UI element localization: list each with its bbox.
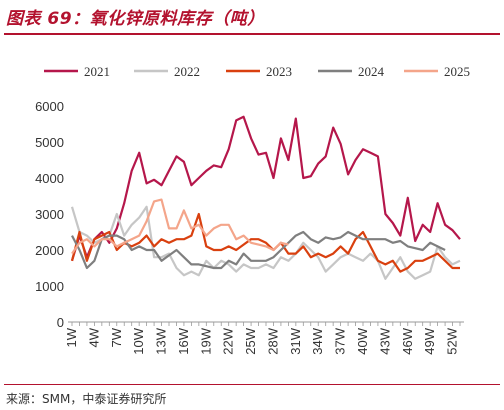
legend-label-2023: 2023 xyxy=(266,64,292,79)
x-tick-label: 46W xyxy=(400,327,415,354)
x-tick-label: 49W xyxy=(422,327,437,354)
series-layer xyxy=(70,115,461,280)
x-tick-label: 7W xyxy=(109,327,124,347)
x-tick-label: 10W xyxy=(131,327,146,354)
legend-label-2024: 2024 xyxy=(358,64,385,79)
x-tick-label: 16W xyxy=(176,327,191,354)
legend-label-2021: 2021 xyxy=(84,64,110,79)
x-tick-label: 40W xyxy=(355,327,370,354)
title-divider xyxy=(4,33,500,35)
y-tick-label: 0 xyxy=(57,315,64,330)
y-tick-label: 5000 xyxy=(35,135,64,150)
x-tick-label: 28W xyxy=(265,327,280,354)
x-tick-label: 43W xyxy=(377,327,392,354)
x-tick-label: 52W xyxy=(445,327,460,354)
x-tick-label: 37W xyxy=(333,327,348,354)
series-line-2024 xyxy=(71,230,446,270)
x-tick-label: 22W xyxy=(221,327,236,354)
x-tick-label: 25W xyxy=(243,327,258,354)
x-tick-label: 4W xyxy=(86,327,101,347)
source-divider xyxy=(4,384,500,385)
inventory-line-chart: 2021 2022 2023 2024 2025 0 1000 2000 3000 4000 50… xyxy=(35,64,470,355)
x-tick-label: 19W xyxy=(198,327,213,354)
x-axis: 1W 4W 7W 10W 13W 16W 19W 22W 25W 28W 31W 34W 37W 40W 4… xyxy=(64,321,464,355)
series-line-2021 xyxy=(70,115,461,262)
series-line-2023 xyxy=(70,212,460,273)
y-tick-label: 4000 xyxy=(35,171,64,186)
series-line-2025 xyxy=(71,198,289,255)
figure-title: 图表 69：氧化锌原料库存（吨） xyxy=(6,9,265,29)
x-tick-label: 31W xyxy=(288,327,303,354)
legend-label-2022: 2022 xyxy=(174,64,200,79)
x-tick-label: 13W xyxy=(154,327,169,354)
y-tick-label: 2000 xyxy=(35,243,64,258)
x-tick-label: 1W xyxy=(64,327,79,347)
legend-label-2025: 2025 xyxy=(444,64,470,79)
y-tick-label: 3000 xyxy=(35,207,64,222)
y-tick-label: 6000 xyxy=(35,99,64,114)
chart-legend: 2021 2022 2023 2024 2025 xyxy=(44,64,470,79)
y-axis: 0 1000 2000 3000 4000 5000 6000 xyxy=(35,99,64,330)
y-tick-label: 1000 xyxy=(35,279,64,294)
x-tick-label: 34W xyxy=(310,327,325,354)
source-note: 来源：SMM，中泰证券研究所 xyxy=(6,392,167,406)
